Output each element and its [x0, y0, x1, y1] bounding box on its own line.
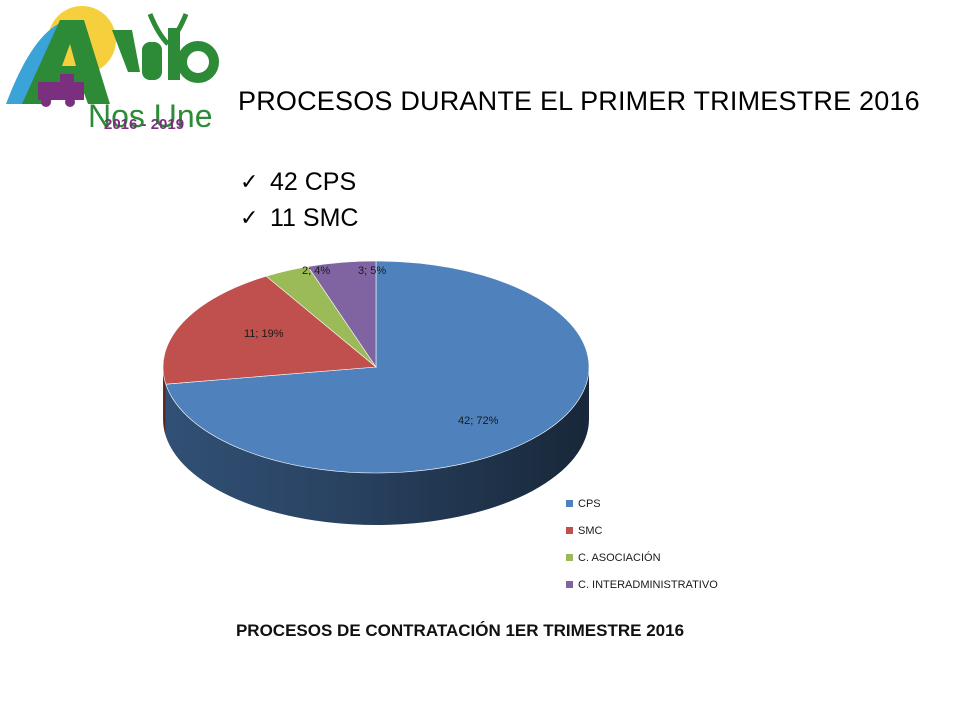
logo-graphic — [6, 6, 219, 107]
legend-swatch — [566, 581, 573, 588]
summary-item-text: 11 SMC — [270, 203, 359, 232]
legend-swatch — [566, 527, 573, 534]
summary-list: ✓ 42 CPS ✓ 11 SMC — [240, 164, 358, 236]
checkmark-icon: ✓ — [240, 169, 259, 194]
summary-item: ✓ 42 CPS — [240, 164, 358, 200]
legend-entry: CPS — [578, 498, 601, 510]
pie-slice-side — [163, 367, 166, 437]
pie-slice — [307, 260, 377, 368]
legend-entry: SMC — [578, 525, 603, 537]
chart-title: PROCESOS DE CONTRATACIÓN 1ER TRIMESTRE 2… — [235, 621, 685, 640]
pie-slice — [162, 275, 377, 385]
legend-entry: C. INTERADMINISTRATIVO — [578, 579, 718, 591]
data-label: 2; 4% — [302, 265, 330, 277]
logo-tagline: Nos Une — [88, 98, 213, 134]
pie-slice-side — [165, 367, 589, 525]
legend-swatch — [566, 500, 573, 507]
page-title: PROCESOS DURANTE EL PRIMER TRIMESTRE 201… — [238, 86, 920, 116]
summary-item-text: 42 CPS — [270, 167, 357, 196]
apulo-logo: Nos Une 2016 - 2019 — [0, 0, 220, 140]
checkmark-icon: ✓ — [240, 205, 259, 230]
legend-swatch — [566, 554, 573, 561]
data-label: 3; 5% — [358, 265, 386, 277]
summary-item: ✓ 11 SMC — [240, 200, 358, 236]
data-label: 42; 72% — [458, 415, 499, 427]
legend-entry: C. ASOCIACIÓN — [578, 551, 661, 564]
data-label: 11; 19% — [244, 328, 284, 340]
pie-slice — [165, 260, 590, 474]
logo-years: 2016 - 2019 — [104, 116, 185, 133]
